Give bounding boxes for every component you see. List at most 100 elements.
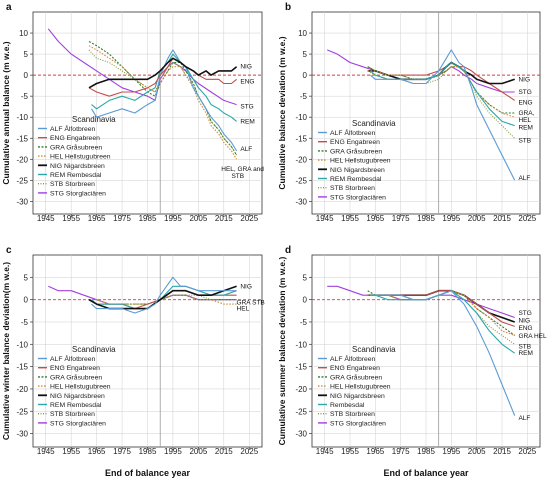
legend-entry: STB Storbreen — [330, 411, 375, 418]
legend-entry: GRA Gråsubreen — [330, 147, 382, 155]
series-end-label: REM — [240, 118, 254, 125]
y-tick-label: -25 — [16, 176, 28, 185]
chart-panel-c: 5 0 -5 -10 -15 -20 -25 -30 1945 1955 1965 1975 1985 1… — [1, 245, 265, 478]
legend-entry: STG Storglaciären — [50, 420, 106, 427]
series-end-label: REM — [518, 350, 532, 357]
x-axis-label: End of balance year — [105, 468, 191, 478]
panel-letter: a — [6, 2, 12, 13]
y-axis-label: Cumulative summer balance deviation (m w… — [277, 257, 287, 446]
series-end-label: HEL — [237, 306, 250, 313]
series-line-rem — [91, 53, 237, 122]
y-tick-label: 5 — [24, 273, 29, 282]
y-tick-label: 10 — [298, 29, 307, 38]
series-end-label: NIG — [518, 318, 530, 325]
legend-entry: HEL Hellstugubreen — [50, 384, 111, 391]
legend-entry: ALF Ålfotbreen — [50, 124, 96, 133]
x-tick-label: 1955 — [62, 447, 80, 456]
series-end-label: STB — [518, 137, 531, 144]
legend-entry: STG Storglaciären — [330, 194, 386, 201]
series-end-label: ENG — [240, 78, 254, 85]
legend-entry: NIG Nigardsbreen — [50, 393, 105, 400]
series-end-label: REM — [518, 124, 532, 131]
y-tick-label: -30 — [295, 197, 307, 206]
panel-letter: b — [285, 2, 291, 13]
x-tick-label: 1975 — [113, 214, 131, 223]
series-end-label: STG — [518, 89, 531, 96]
y-tick-label: -10 — [16, 340, 28, 349]
y-tick-label: 0 — [303, 71, 308, 80]
x-tick-label: 1955 — [62, 214, 80, 223]
series-line-alf — [91, 49, 238, 152]
y-tick-label: -30 — [295, 430, 307, 439]
series-line-stb — [88, 49, 238, 156]
legend-entry: ENG Engabreen — [330, 365, 380, 372]
y-tick-label: -15 — [295, 363, 307, 372]
legend-title: Scandinavia — [352, 345, 396, 354]
x-tick-label: 1965 — [88, 447, 106, 456]
y-tick-label: 0 — [24, 71, 29, 80]
legend-title: Scandinavia — [72, 115, 116, 124]
y-tick-label: -20 — [16, 155, 28, 164]
legend-entry: NIG Nigardsbreen — [330, 167, 385, 174]
x-tick-label: 2005 — [468, 447, 486, 456]
y-tick-label: 0 — [303, 296, 308, 305]
x-tick-label: 1965 — [366, 214, 384, 223]
chart-panel-a: 10 5 0 -5 -10 -15 -20 -25 -30 1945 1955 1965 1975 198… — [1, 2, 264, 223]
y-tick-label: -5 — [21, 318, 29, 327]
legend-entry: ENG Engabreen — [50, 365, 100, 372]
series-end-label: HEL — [518, 117, 531, 124]
x-tick-label: 2015 — [493, 214, 511, 223]
series-line-alf — [370, 290, 516, 416]
y-tick-label: -20 — [295, 385, 307, 394]
x-axis-label: End of balance year — [383, 468, 469, 478]
x-tick-label: 1995 — [164, 447, 182, 456]
y-tick-label: 5 — [24, 50, 29, 59]
x-tick-label: 1975 — [113, 447, 131, 456]
legend-entry: STG Storglaciären — [330, 420, 386, 427]
series-end-label: STB — [518, 344, 531, 351]
legend-entry: NIG Nigardsbreen — [50, 163, 105, 170]
y-tick-label: -30 — [16, 430, 28, 439]
x-tick-label: 1985 — [139, 447, 157, 456]
chart-panel-b: 10 5 0 -5 -10 -15 -20 -25 -30 1945 1955 1965 1975 198… — [277, 2, 541, 223]
legend-entry: ALF Ålfotbreen — [330, 128, 376, 137]
y-tick-label: 10 — [19, 29, 28, 38]
series-end-label: ENG — [518, 99, 532, 106]
legend-entry: STG Storglaciären — [50, 190, 106, 197]
series-line-hel — [88, 45, 238, 160]
x-tick-label: 1945 — [37, 214, 55, 223]
legend-entry: Rembesdal — [330, 402, 365, 409]
legend-entry: STB Storbreen — [50, 181, 95, 188]
x-tick-label: 1995 — [442, 214, 460, 223]
x-tick-label: 2005 — [189, 214, 207, 223]
series-line-alf — [369, 49, 516, 181]
series-end-label: STG — [518, 310, 531, 317]
chart-panel-d: 5 0 -5 -10 -15 -20 -25 -30 1945 1955 1965 1975 1985 1… — [277, 245, 547, 478]
panel-letter: c — [6, 245, 12, 256]
legend-entry: REM Rembesdal — [50, 172, 102, 179]
legend-entry: ENG Engabreen — [50, 135, 100, 142]
y-axis-label: Cumulative winter balance deviation(m w.… — [1, 262, 11, 440]
x-tick-label: 2015 — [215, 447, 233, 456]
y-tick-label: -5 — [21, 92, 29, 101]
legend-entry: HEL Hellstugubreen — [330, 384, 391, 391]
x-tick-label: 1965 — [88, 214, 106, 223]
x-tick-label: 1985 — [417, 214, 435, 223]
legend-entry: NIG Nigardsbreen — [330, 393, 385, 400]
y-tick-label: 5 — [303, 50, 308, 59]
y-tick-label: 5 — [303, 273, 308, 282]
legend-entry: GRA Gråsubreen — [50, 143, 102, 151]
x-tick-label: 1975 — [392, 447, 410, 456]
x-tick-label: 2025 — [518, 214, 536, 223]
series-end-label: NIG — [240, 283, 252, 290]
legend-entry: GRA Gråsubreen — [330, 373, 382, 381]
series-end-label: GRA, — [518, 110, 534, 117]
x-tick-label: 2025 — [518, 447, 536, 456]
x-tick-label: 2005 — [189, 447, 207, 456]
y-tick-label: 0 — [24, 296, 29, 305]
y-tick-label: -15 — [16, 363, 28, 372]
y-tick-label: -25 — [295, 407, 307, 416]
series-end-label: ALF — [518, 415, 530, 422]
